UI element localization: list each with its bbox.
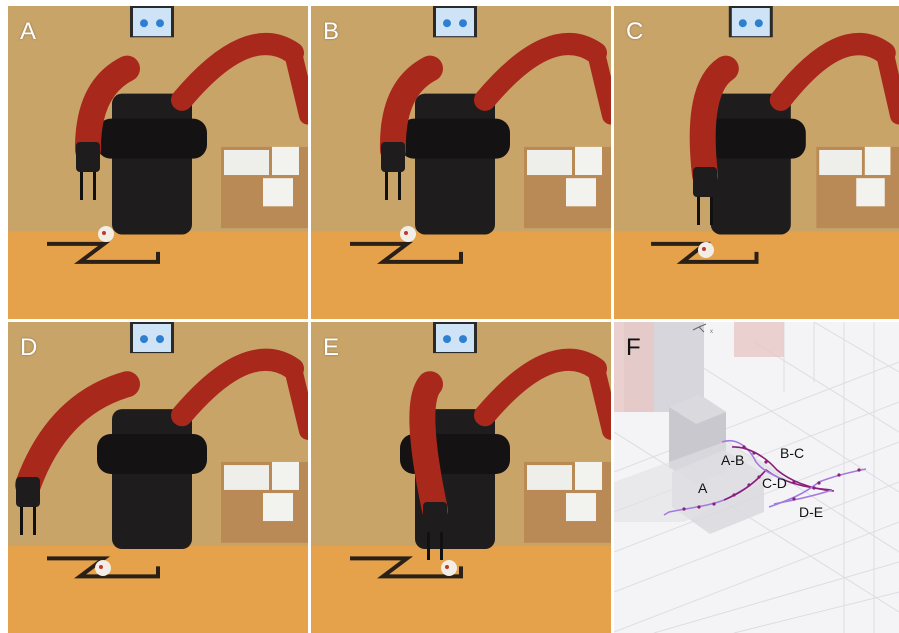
panel-label-d: D: [20, 334, 38, 361]
robot-photo-b: [311, 6, 611, 319]
trajectory-plot-panel: x F A A-B B-C C-D D-E: [614, 322, 899, 633]
panel-label-e: E: [323, 334, 340, 361]
segment-label-a: A: [698, 480, 708, 496]
photo-panel-d: D: [8, 322, 308, 633]
panel-label-c: C: [626, 18, 644, 45]
panel-label-b: B: [323, 18, 340, 45]
segment-label-b-c: B-C: [780, 445, 805, 461]
segment-label-a-b: A-B: [721, 452, 745, 468]
photo-panel-c: C: [614, 6, 899, 319]
robot-photo-e: [311, 322, 611, 633]
photo-panel-a: A: [8, 6, 308, 319]
photo-panel-b: B: [311, 6, 611, 319]
svg-text:x: x: [710, 329, 713, 335]
robot-photo-d: [8, 322, 308, 633]
panel-label-f: F: [626, 334, 641, 361]
photo-panel-e: E: [311, 322, 611, 633]
robot-photo-a: [8, 6, 308, 319]
segment-label-c-d: C-D: [762, 475, 787, 491]
trajectory-plot: x: [614, 322, 899, 633]
robot-photo-c: [614, 6, 899, 319]
segment-label-d-e: D-E: [799, 504, 824, 520]
panel-label-a: A: [20, 18, 37, 45]
